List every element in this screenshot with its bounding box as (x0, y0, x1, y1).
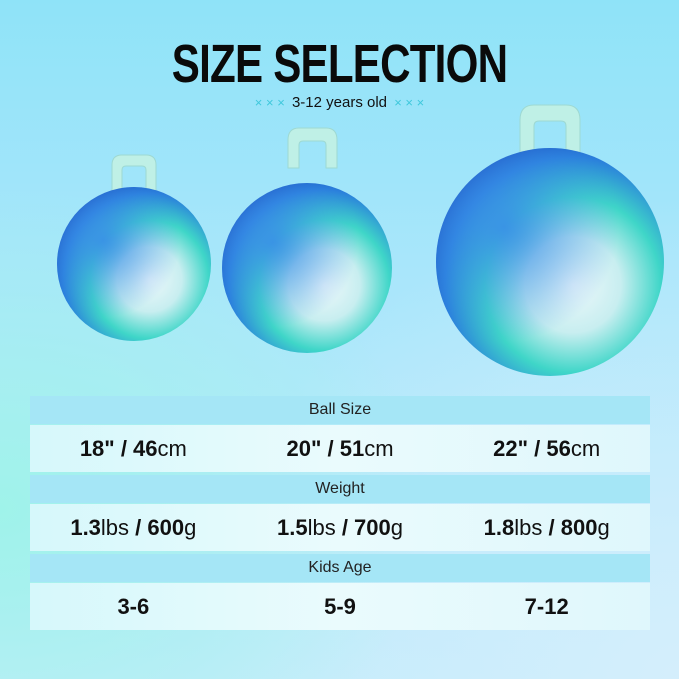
decor-crosses-left: × × × (254, 95, 285, 110)
cell-text-part: g (390, 514, 404, 540)
table-cell: 1.8lbs / 800g (443, 515, 650, 541)
table-cell: 5-9 (237, 594, 444, 620)
cell-text-part: / 600 (129, 514, 185, 540)
ball-medium (222, 127, 392, 353)
age-subtitle: × × × 3-12 years old × × × (0, 94, 679, 111)
cell-text-part: 20" / 51 (286, 435, 365, 461)
page-title: SIZE SELECTION (171, 34, 508, 94)
ball-small (57, 154, 211, 341)
cell-text-part: lbs (100, 514, 130, 540)
decor-crosses-right: × × × (394, 95, 425, 110)
cell-text-part: / 700 (335, 514, 391, 540)
table-cell: 20" / 51cm (237, 436, 444, 462)
table-row: 3-6 5-9 7-12 (30, 583, 650, 630)
table-cell: 22" / 56cm (443, 436, 650, 462)
table-cell: 3-6 (30, 594, 237, 620)
cell-text-part: cm (364, 435, 394, 461)
ball-large (436, 104, 664, 376)
table-cell: 1.3lbs / 600g (30, 515, 237, 541)
cell-text-part: 1.5 (277, 514, 308, 540)
table-header-0: Ball Size (30, 396, 650, 424)
cell-text-part: cm (157, 435, 187, 461)
cell-text-part: 7-12 (524, 593, 569, 619)
cell-text-part: 3-6 (117, 593, 150, 619)
cell-text-part: lbs (307, 514, 336, 540)
cell-text-part: 22" / 56 (493, 435, 571, 461)
table-header-2: Kids Age (30, 554, 650, 582)
cell-text-part: / 800 (542, 514, 598, 540)
cell-text-part: cm (570, 435, 601, 461)
table-cell: 7-12 (443, 594, 650, 620)
table-cell: 1.5lbs / 700g (237, 515, 444, 541)
cell-text-part: lbs (514, 514, 543, 540)
table-row: 1.3lbs / 600g 1.5lbs / 700g 1.8lbs / 800g (30, 504, 650, 551)
cell-text-part: 1.8 (483, 514, 515, 540)
cell-text-part: 1.3 (70, 514, 101, 540)
cell-text-part: 5-9 (324, 593, 356, 619)
table-cell: 18" / 46cm (30, 436, 237, 462)
cell-text-part: g (597, 514, 610, 540)
hopper-ball-small (57, 104, 664, 376)
cell-text-part: 18" / 46 (79, 435, 158, 461)
age-range-text: 3-12 years old (291, 94, 388, 111)
table-header-1: Weight (30, 475, 650, 503)
table-row: 18" / 46cm 20" / 51cm 22" / 56cm (30, 425, 650, 472)
cell-text-part: g (184, 514, 197, 540)
size-table: Ball Size 18" / 46cm 20" / 51cm 22" / 56cm W… (30, 396, 650, 633)
